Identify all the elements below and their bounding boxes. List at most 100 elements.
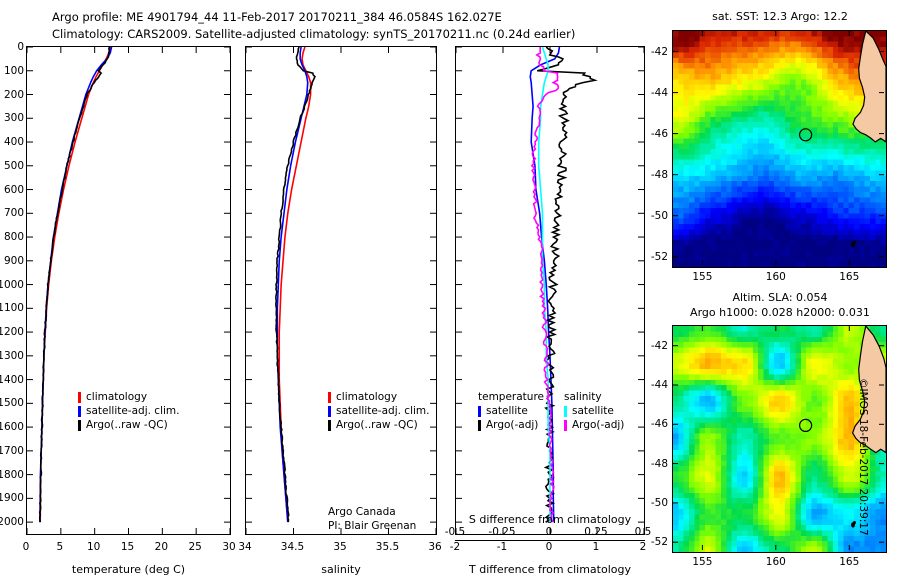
depth-tick-label: 1600 xyxy=(0,421,24,434)
sst-map-title: sat. SST: 12.3 Argo: 12.2 xyxy=(712,10,848,23)
map-lon-tick-label: 160 xyxy=(765,556,786,568)
depth-tick-label: 2000 xyxy=(0,516,24,529)
legend-color-swatch xyxy=(78,405,81,417)
title-line-2: Climatology: CARS2009. Satellite-adjuste… xyxy=(52,27,576,41)
x-tick-label: 1 xyxy=(592,541,600,553)
depth-tick-label: 600 xyxy=(3,183,24,196)
legend-label: satellite xyxy=(572,405,614,417)
x-tick-label: -0.25 xyxy=(488,526,516,538)
depth-tick-label: 300 xyxy=(3,112,24,125)
imos-credit: ©IMOS 18-Feb-2017 20:39:17 xyxy=(857,378,869,536)
map-lon-tick-label: 165 xyxy=(839,556,860,568)
x-tick-label: 2 xyxy=(639,541,647,553)
title-line-1: Argo profile: ME 4901794_44 11-Feb-2017 … xyxy=(52,10,502,24)
legend-item: satellite-adj. clim. xyxy=(78,404,179,418)
sla-map-title: Altim. SLA: 0.054 Argo h1000: 0.028 h200… xyxy=(665,290,895,320)
legend-color-swatch xyxy=(478,419,481,431)
legend-item: Argo(..raw -QC) xyxy=(78,418,179,432)
x-tick-label: 34 xyxy=(238,541,252,553)
map-lon-tick-label: 165 xyxy=(839,271,860,283)
x-tick-label: 35.5 xyxy=(375,541,400,553)
legend-item: Argo(-adj) xyxy=(564,418,624,432)
figure-title: Argo profile: ME 4901794_44 11-Feb-2017 … xyxy=(52,9,672,43)
depth-tick-label: 200 xyxy=(3,88,24,101)
legend-label: Argo(..raw -QC) xyxy=(336,419,418,431)
legend-rows-salinity: satellite Argo(-adj) xyxy=(564,404,624,432)
legend-item: satellite xyxy=(478,404,544,418)
x-tick-label: 0 xyxy=(545,541,553,553)
x-tick-label: 0 xyxy=(22,541,30,553)
difference-profile-panel xyxy=(455,46,645,535)
x-tick-label: 0 xyxy=(545,526,553,538)
x-tick-label: 20 xyxy=(154,541,169,553)
salinity-axis-title: salinity xyxy=(321,563,361,576)
depth-axis-labels: 0 100 200 300 400 500 600 700 800 900 1000 1100 1200… xyxy=(0,0,24,580)
salinity-legend: climatology satellite-adj. clim. Argo(..ra… xyxy=(328,390,429,432)
depth-tick-label: 1900 xyxy=(0,492,24,505)
legend-label: climatology xyxy=(86,391,148,403)
x-tick-label: 36 xyxy=(428,541,442,553)
legend-item: Argo(-adj) xyxy=(478,418,544,432)
x-tick-label: 0.25 xyxy=(584,526,608,538)
salinity-profile-plot xyxy=(246,47,436,534)
map-lat-tick-label: -44 xyxy=(650,378,668,391)
depth-tick-label: 900 xyxy=(3,254,24,267)
sst-map[interactable] xyxy=(672,30,887,268)
legend-label: Argo(-adj) xyxy=(572,419,625,431)
map-lat-tick-label: -50 xyxy=(650,209,668,222)
map-lat-tick-label: -48 xyxy=(650,168,668,181)
difference-legend-temperature-column: temperature satellite Argo(-adj) xyxy=(478,390,544,432)
map-lon-tick-label: 155 xyxy=(692,271,713,283)
legend-color-swatch xyxy=(328,391,331,403)
map-lat-tick-label: -46 xyxy=(650,418,668,431)
legend-item: Argo(..raw -QC) xyxy=(328,418,429,432)
depth-tick-label: 1500 xyxy=(0,397,24,410)
legend-item: satellite xyxy=(564,404,624,418)
depth-tick-label: 500 xyxy=(3,159,24,172)
legend-color-swatch xyxy=(478,405,481,417)
sla-map[interactable] xyxy=(672,325,887,553)
legend-label: satellite-adj. clim. xyxy=(86,405,180,417)
depth-tick-label: 800 xyxy=(3,231,24,244)
legend-color-swatch xyxy=(78,391,81,403)
legend-column-head-temperature: temperature xyxy=(478,391,544,403)
provider-name: Argo Canada xyxy=(328,506,396,518)
provider-pi: PI: Blair Greenan xyxy=(328,520,417,532)
legend-color-swatch xyxy=(564,405,567,417)
legend-rows-temperature: satellite Argo(-adj) xyxy=(478,404,544,432)
x-tick-label: 30 xyxy=(222,541,236,553)
x-tick-label: 35 xyxy=(333,541,347,553)
sla-title-line-1: Altim. SLA: 0.054 xyxy=(732,291,828,304)
temperature-axis-title: temperature (deg C) xyxy=(71,563,186,576)
map-lat-tick-label: -42 xyxy=(650,339,668,352)
legend-item: climatology xyxy=(328,390,429,404)
difference-legend-salinity-column: salinity satellite Argo(-adj) xyxy=(564,390,624,432)
x-tick-label: -1 xyxy=(496,541,508,553)
legend-item: climatology xyxy=(78,390,179,404)
temperature-profile-plot xyxy=(27,47,230,534)
legend-item: satellite-adj. clim. xyxy=(328,404,429,418)
map-lat-tick-label: -52 xyxy=(650,536,668,549)
legend-label: climatology xyxy=(336,391,398,403)
depth-tick-label: 0 xyxy=(17,41,24,53)
legend-label: Argo(..raw -QC) xyxy=(86,419,168,431)
legend-color-swatch xyxy=(328,405,331,417)
depth-tick-label: 100 xyxy=(3,64,24,77)
legend-color-swatch xyxy=(328,419,331,431)
salinity-difference-axis-title: S difference from climatology xyxy=(468,513,632,526)
depth-tick-label: 1300 xyxy=(0,349,24,362)
depth-tick-label: 1700 xyxy=(0,444,24,457)
legend-label: Argo(-adj) xyxy=(486,419,539,431)
map-lat-tick-label: -52 xyxy=(650,250,668,263)
x-tick-label: -2 xyxy=(449,541,461,553)
x-tick-label: 34.5 xyxy=(280,541,305,553)
depth-tick-label: 1400 xyxy=(0,373,24,386)
x-tick-label: 5 xyxy=(56,541,64,553)
temperature-legend: climatology satellite-adj. clim. Argo(..ra… xyxy=(78,390,179,432)
temperature-difference-axis-title: T difference from climatology xyxy=(469,563,631,576)
x-tick-label: 25 xyxy=(188,541,202,553)
x-tick-label: 15 xyxy=(120,541,135,553)
map-lat-tick-label: -46 xyxy=(650,127,668,140)
salinity-profile-panel xyxy=(245,46,437,535)
depth-tick-label: 400 xyxy=(3,136,24,149)
